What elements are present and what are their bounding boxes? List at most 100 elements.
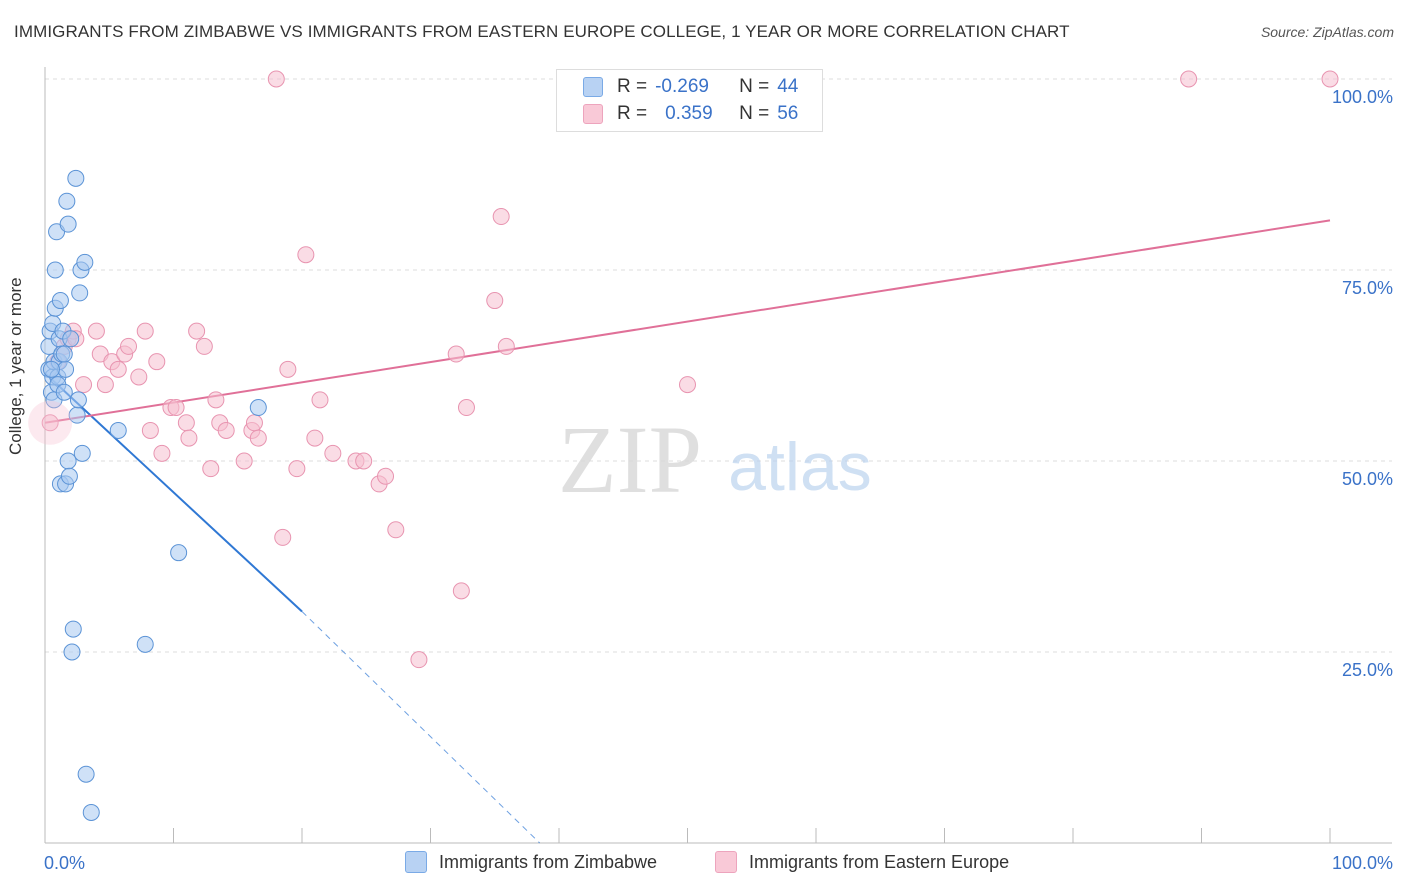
eastern-europe-point [41,414,59,432]
eastern-europe-n-value: 56 [777,103,799,124]
eastern-europe-point [120,337,138,355]
zimbabwe-point [51,292,69,310]
zimbabwe-point [55,383,73,401]
eastern-europe-point [355,452,373,470]
eastern-europe-point [75,376,93,394]
zimbabwe-point [62,330,80,348]
eastern-europe-n-label: N = [739,103,770,124]
x-tick-label: 0.0% [44,853,85,873]
zimbabwe-swatch [583,77,603,97]
eastern-europe-point [486,292,504,310]
eastern-europe-point [311,391,329,409]
eastern-europe-point [96,376,114,394]
eastern-europe-point [306,429,324,447]
watermark-atlas: atlas [728,429,872,505]
zimbabwe-point [59,215,77,233]
zimbabwe-point [42,360,60,378]
eastern-europe-point [1180,70,1198,88]
eastern-europe-point [141,421,159,439]
eastern-europe-point [387,521,405,539]
bottom-eastern-europe-swatch [715,851,737,873]
bottom-zimbabwe-swatch [405,851,427,873]
eastern-europe-point [267,70,285,88]
eastern-europe-point [136,322,154,340]
eastern-europe-point [274,528,292,546]
eastern-europe-point [153,444,171,462]
y-tick-label: 75.0% [1342,278,1393,298]
eastern-europe-point [177,414,195,432]
data-points [28,70,1339,821]
zimbabwe-point [63,643,81,661]
eastern-europe-point [167,399,185,417]
eastern-europe-point [497,337,515,355]
eastern-europe-point [195,337,213,355]
eastern-europe-point [28,400,73,445]
zimbabwe-point [77,765,95,783]
y-tick-label: 50.0% [1342,469,1393,489]
grid-lines [45,78,1392,653]
eastern-europe-point [202,460,220,478]
x-tick-label: 100.0% [1332,853,1393,873]
eastern-europe-point [447,345,465,363]
eastern-europe-swatch [583,104,603,124]
legend-row-zimbabwe: R = -0.269 N = 44 [583,74,798,100]
eastern-europe-point [148,353,166,371]
zimbabwe-point [71,284,89,302]
zimbabwe-point [109,421,127,439]
y-tick-label: 100.0% [1332,87,1393,107]
zimbabwe-point [136,635,154,653]
eastern-europe-point [87,322,105,340]
chart-title: IMMIGRANTS FROM ZIMBABWE VS IMMIGRANTS F… [14,22,1070,41]
zimbabwe-point [82,803,100,821]
eastern-europe-point [245,414,263,432]
y-axis-label: College, 1 year or more [6,277,25,455]
eastern-europe-point [297,246,315,264]
eastern-europe-point [492,208,510,226]
zimbabwe-point [249,399,267,417]
zimbabwe-point [170,544,188,562]
zimbabwe-point [73,444,91,462]
zimbabwe-trend-line [44,372,303,613]
zimbabwe-point [58,192,76,210]
zimbabwe-n-value: 44 [777,76,799,97]
eastern-europe-point [1321,70,1339,88]
bottom-zimbabwe-label: Immigrants from Zimbabwe [439,851,658,872]
bottom-eastern-europe-label: Immigrants from Eastern Europe [749,851,1010,872]
eastern-europe-point [188,322,206,340]
eastern-europe-point [130,368,148,386]
eastern-europe-point [279,360,297,378]
zimbabwe-point [60,467,78,485]
eastern-europe-point [288,460,306,478]
zimbabwe-trend-extension [301,611,541,844]
eastern-europe-r-value: 0.359 [665,103,713,124]
zimbabwe-r-label: R = [617,76,648,97]
zimbabwe-point [46,261,64,279]
tick-labels: 100.0% 75.0% 50.0% 25.0% 0.0% 100.0% [44,87,1393,873]
y-tick-label: 25.0% [1342,660,1393,680]
eastern-europe-point [410,651,428,669]
source-label: Source: ZipAtlas.com [1260,24,1394,40]
zimbabwe-point [76,253,94,271]
bottom-legend-eastern-europe: Immigrants from Eastern Europe [715,851,1009,873]
eastern-europe-point [180,429,198,447]
zimbabwe-n-label: N = [739,76,770,97]
zimbabwe-point [64,620,82,638]
eastern-europe-point [452,582,470,600]
zimbabwe-point [57,360,75,378]
trend-lines [44,219,1331,844]
eastern-europe-trend-line [44,219,1331,424]
eastern-europe-point [324,444,342,462]
eastern-europe-point [207,391,225,409]
correlation-legend: R = -0.269 N = 44 R = 0.359 N = 56 [556,69,823,132]
eastern-europe-r-label: R = [617,103,648,124]
eastern-europe-point [457,399,475,417]
zimbabwe-point [55,345,73,363]
zimbabwe-r-value: -0.269 [655,76,709,97]
eastern-europe-point [109,360,127,378]
zimbabwe-point [69,391,87,409]
bottom-legend-zimbabwe: Immigrants from Zimbabwe [405,851,657,873]
eastern-europe-point [377,467,395,485]
axes [44,67,1392,844]
eastern-europe-point [679,376,696,394]
